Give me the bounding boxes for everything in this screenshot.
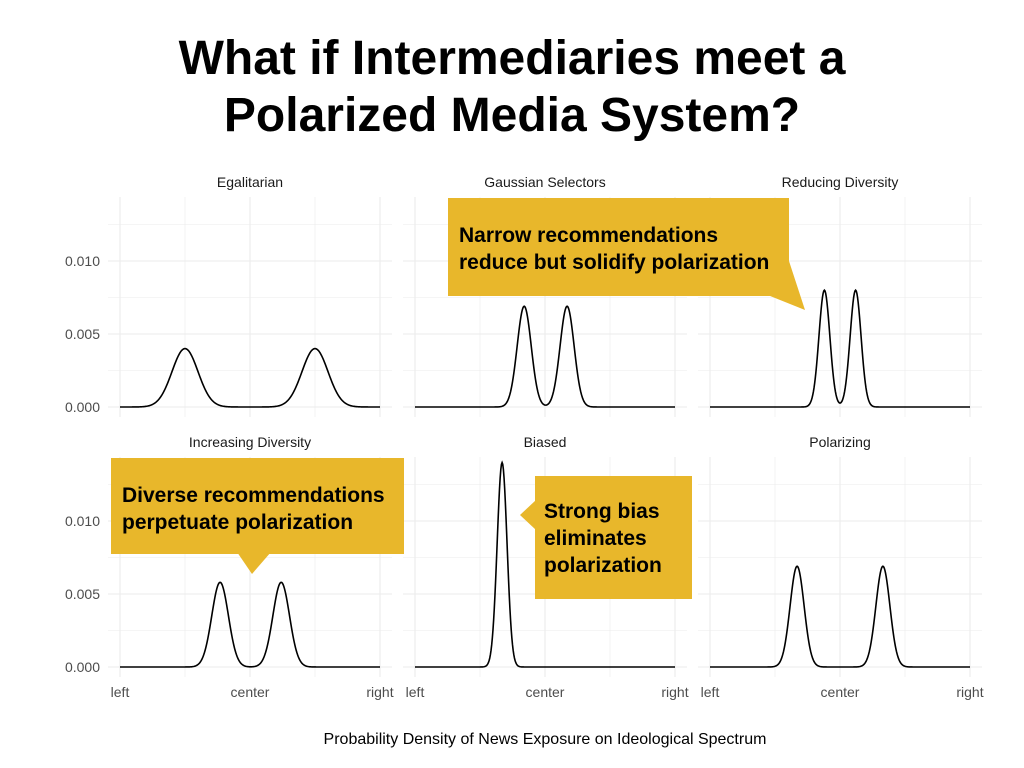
x-tick-label: center <box>231 684 270 700</box>
y-tick-label: 0.000 <box>65 659 100 675</box>
x-tick-label: left <box>701 684 720 700</box>
y-tick-label: 0.005 <box>65 326 100 342</box>
x-axis-title: Probability Density of News Exposure on … <box>323 731 767 748</box>
callout-narrow-line-2: reduce but solidify polarization <box>459 251 770 274</box>
x-tick-label: left <box>111 684 130 700</box>
density-curve <box>415 305 675 408</box>
callout-strong-bias: Strong bias eliminates polarization <box>535 476 692 599</box>
density-curve <box>710 565 970 668</box>
x-tick-label: center <box>526 684 565 700</box>
y-tick-label: 0.010 <box>65 513 100 529</box>
x-tick-label: right <box>661 684 688 700</box>
x-tick-label: center <box>821 684 860 700</box>
density-curve <box>415 460 675 668</box>
callout-narrow-line-1: Narrow recommendations <box>459 224 719 247</box>
callout-bias-line-2: eliminates <box>544 527 647 550</box>
y-tick-label: 0.000 <box>65 399 100 415</box>
panel-title: Egalitarian <box>217 174 283 190</box>
density-curve <box>710 288 970 408</box>
slide-title-line-1: What if Intermediaries meet a <box>178 32 846 85</box>
panel-title: Biased <box>524 434 567 450</box>
density-curve <box>120 347 380 408</box>
x-tick-label: right <box>366 684 393 700</box>
panel-title: Gaussian Selectors <box>484 174 605 190</box>
panel-title: Polarizing <box>809 434 870 450</box>
callout-bias-line-1: Strong bias <box>544 500 660 523</box>
x-tick-label: right <box>956 684 983 700</box>
y-tick-label: 0.010 <box>65 253 100 269</box>
callout-diverse-recommendations: Diverse recommendations perpetuate polar… <box>111 458 404 554</box>
callout-diverse-line-2: perpetuate polarization <box>122 511 354 534</box>
x-tick-label: left <box>406 684 425 700</box>
slide-title-line-2: Polarized Media System? <box>223 89 801 142</box>
panel-title: Reducing Diversity <box>782 174 899 190</box>
callout-narrow-recommendations: Narrow recommendations reduce but solidi… <box>448 198 789 296</box>
density-curve <box>120 581 380 668</box>
slide-title: What if Intermediaries meet a Polarized … <box>0 30 1024 144</box>
y-tick-label: 0.005 <box>65 586 100 602</box>
callout-bias-line-3: polarization <box>544 554 662 577</box>
panel-title: Increasing Diversity <box>189 434 311 450</box>
callout-diverse-line-1: Diverse recommendations <box>122 484 385 507</box>
